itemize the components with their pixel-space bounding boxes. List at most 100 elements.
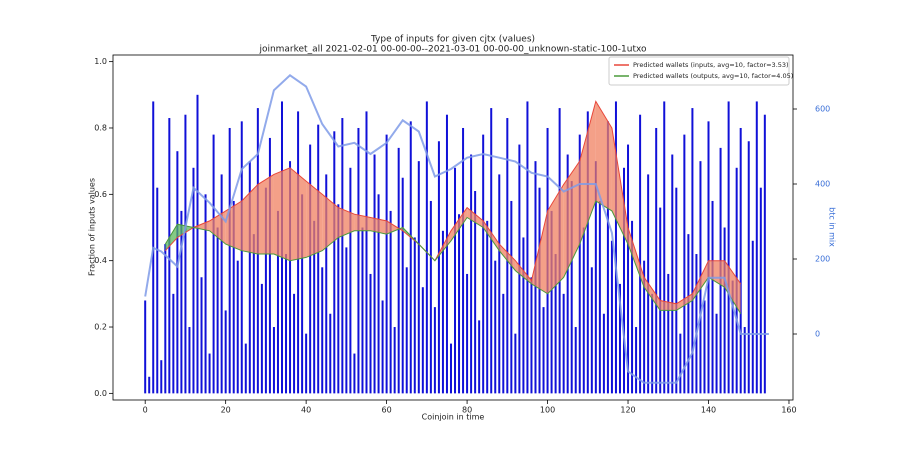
x-tick-label: 80: [462, 406, 472, 415]
bar: [627, 144, 630, 394]
fill-between: [692, 260, 709, 301]
bar: [285, 254, 288, 394]
bar: [373, 154, 376, 394]
bar: [305, 333, 308, 394]
bar: [598, 200, 601, 394]
bar: [739, 127, 742, 394]
bar: [614, 101, 617, 394]
bar: [144, 300, 147, 394]
bar: [184, 114, 187, 394]
bar: [679, 333, 682, 394]
bar: [755, 101, 758, 394]
bar: [413, 237, 416, 394]
bar: [353, 353, 356, 394]
y2-tick-label: 200: [815, 255, 830, 264]
bar: [759, 187, 762, 394]
bar: [610, 240, 613, 394]
bar: [466, 273, 469, 394]
fill-between: [724, 260, 741, 314]
bar: [671, 154, 674, 394]
fill-between: [676, 293, 693, 311]
fill-between: [450, 207, 468, 241]
bar: [325, 174, 328, 394]
bar: [321, 267, 324, 394]
bar: [574, 327, 577, 394]
bar: [618, 283, 621, 394]
bar: [602, 313, 605, 394]
fill-between: [225, 200, 242, 251]
bar: [474, 191, 477, 394]
bar: [445, 114, 448, 394]
bar: [449, 343, 452, 394]
fill-between: [531, 210, 548, 294]
bar: [582, 227, 585, 394]
bar: [566, 154, 569, 394]
axes-frame: [112, 54, 794, 401]
legend-label: Predicted wallets (outputs, avg=10, fact…: [633, 72, 793, 80]
x-tick-label: 0: [143, 406, 148, 415]
bar: [204, 194, 207, 394]
plot-area: [144, 74, 769, 394]
bar: [651, 293, 654, 394]
y-tick-label: 0.8: [94, 123, 107, 132]
bar: [635, 327, 638, 394]
bar: [731, 280, 734, 394]
y2-tick-label: 0: [815, 330, 820, 339]
bar: [236, 260, 239, 394]
bar: [401, 177, 404, 394]
bar: [349, 167, 352, 394]
bar: [405, 267, 408, 394]
bar: [333, 131, 336, 394]
bar: [594, 161, 597, 394]
fill-between: [273, 167, 291, 261]
fill-between: [241, 184, 258, 255]
bar: [180, 210, 183, 394]
bar: [643, 260, 646, 394]
fill-between: [370, 217, 387, 235]
bar: [667, 273, 670, 394]
bar: [510, 200, 513, 394]
bar: [244, 343, 247, 394]
bar: [293, 293, 296, 394]
bar: [172, 293, 175, 394]
fill-between: [611, 127, 629, 245]
bar: [578, 134, 581, 394]
bar: [176, 151, 179, 394]
bar: [639, 114, 642, 394]
bar: [160, 360, 163, 394]
fill-between: [257, 174, 274, 255]
fill-between: [595, 101, 612, 211]
bar: [252, 234, 255, 394]
fill-between: [579, 101, 596, 245]
fill-between: [547, 184, 564, 294]
bar: [454, 167, 457, 394]
bar: [289, 161, 292, 394]
bar: [389, 210, 392, 394]
bar: [727, 101, 730, 394]
x-axis-label: Coinjoin in time: [422, 413, 485, 422]
bar: [240, 121, 243, 394]
bar: [441, 230, 444, 394]
bar: [421, 287, 424, 394]
y-axis-label: Fraction of inputs values: [88, 178, 97, 276]
bar: [397, 147, 400, 394]
bar: [216, 227, 219, 394]
bar: [357, 127, 360, 394]
bar: [514, 333, 517, 394]
bar: [470, 154, 473, 394]
bar: [301, 194, 304, 394]
bar: [707, 121, 710, 394]
bar: [538, 187, 541, 394]
line: [164, 100, 742, 305]
bar: [365, 111, 368, 394]
bar: [417, 161, 420, 394]
bar: [264, 187, 267, 394]
bar: [220, 174, 223, 394]
bar: [200, 277, 203, 394]
bar: [156, 187, 159, 394]
bar: [212, 134, 215, 394]
bar: [345, 247, 348, 394]
y-tick-label: 0.4: [94, 256, 107, 265]
bar: [228, 127, 231, 394]
bar: [232, 200, 235, 394]
